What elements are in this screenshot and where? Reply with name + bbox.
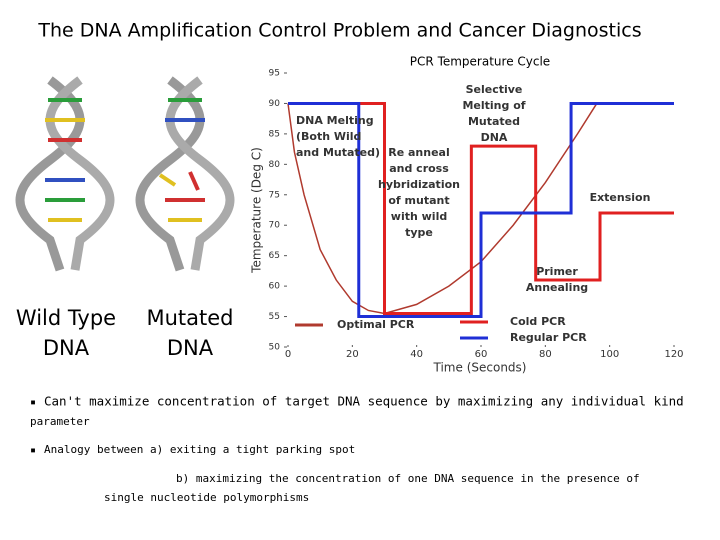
helix: [45, 76, 115, 271]
annotation: DNA: [481, 131, 508, 144]
annotation: Mutated: [468, 115, 520, 128]
base-pairs: [45, 98, 205, 222]
annotation: Melting of: [462, 99, 525, 112]
x-tick-label: 120: [664, 349, 683, 360]
slide-title: The DNA Amplification Control Problem an…: [37, 20, 641, 42]
annotation: and cross: [389, 162, 449, 175]
y-tick-label: 95: [269, 69, 280, 79]
y-tick-label: 50: [269, 343, 281, 353]
y-tick-label: 80: [269, 160, 281, 170]
chart-title: PCR Temperature Cycle: [410, 55, 550, 69]
bullet-line: Analogy between a) exiting a tight parki…: [44, 443, 355, 456]
bullet-line: b) maximizing the concentration of one D…: [176, 472, 640, 485]
x-tick-label: 100: [600, 349, 619, 360]
dna-label: DNA: [43, 336, 90, 360]
dna-label: Mutated: [146, 306, 233, 330]
annotation: of mutant: [388, 194, 449, 207]
y-tick-label: 75: [269, 190, 280, 200]
y-tick-label: 70: [269, 221, 281, 231]
dna-label: Wild Type: [16, 306, 116, 330]
x-tick-label: 40: [410, 349, 423, 360]
dna-illustrations: [15, 76, 235, 272]
series-line: [288, 101, 674, 316]
annotation: DNA Melting: [296, 114, 374, 127]
legend-label: Optimal PCR: [337, 318, 415, 331]
annotation: Primer: [536, 265, 578, 278]
y-tick-label: 85: [269, 129, 280, 139]
bullet-marker: ▪: [30, 397, 36, 408]
annotation: Re anneal: [388, 146, 450, 159]
annotation: with wild: [391, 210, 447, 223]
annotation: type: [405, 226, 433, 239]
annotation: Extension: [590, 191, 651, 204]
series-line: [288, 101, 674, 319]
bullet-line: Can't maximize concentration of target D…: [44, 394, 684, 409]
x-tick-label: 60: [475, 349, 488, 360]
x-axis-label: Time (Seconds): [433, 361, 527, 375]
x-tick-label: 0: [285, 349, 291, 360]
annotation: hybridization: [378, 178, 460, 191]
annotation: Annealing: [526, 281, 588, 294]
annotation: Selective: [466, 83, 523, 96]
dna-labels: Wild Type DNA Mutated DNA: [16, 306, 234, 360]
annotation: and Mutated): [296, 146, 380, 159]
x-tick-label: 20: [346, 349, 359, 360]
y-tick-label: 90: [269, 99, 281, 109]
y-axis-label: Temperature (Deg C): [250, 147, 264, 274]
chart: PCR Temperature Cycle 50 55 60 65 70 75 80 85 90 9…: [250, 55, 684, 375]
bullets: ▪ Can't maximize concentration of target…: [30, 394, 684, 505]
helix: [135, 76, 205, 272]
helix: [165, 76, 235, 271]
dna-label: DNA: [167, 336, 214, 360]
y-tick-label: 65: [269, 251, 280, 261]
helix: [15, 76, 85, 272]
legend-label: Regular PCR: [510, 331, 587, 344]
bullet-line: single nucleotide polymorphisms: [104, 491, 309, 504]
x-tick-label: 80: [539, 349, 552, 360]
y-tick-label: 60: [269, 282, 281, 292]
bullet-line: parameter: [30, 415, 90, 428]
legend-label: Cold PCR: [510, 315, 566, 328]
annotation: (Both Wild: [296, 130, 361, 143]
y-tick-label: 55: [269, 312, 280, 322]
bullet-marker: ▪: [30, 445, 36, 456]
